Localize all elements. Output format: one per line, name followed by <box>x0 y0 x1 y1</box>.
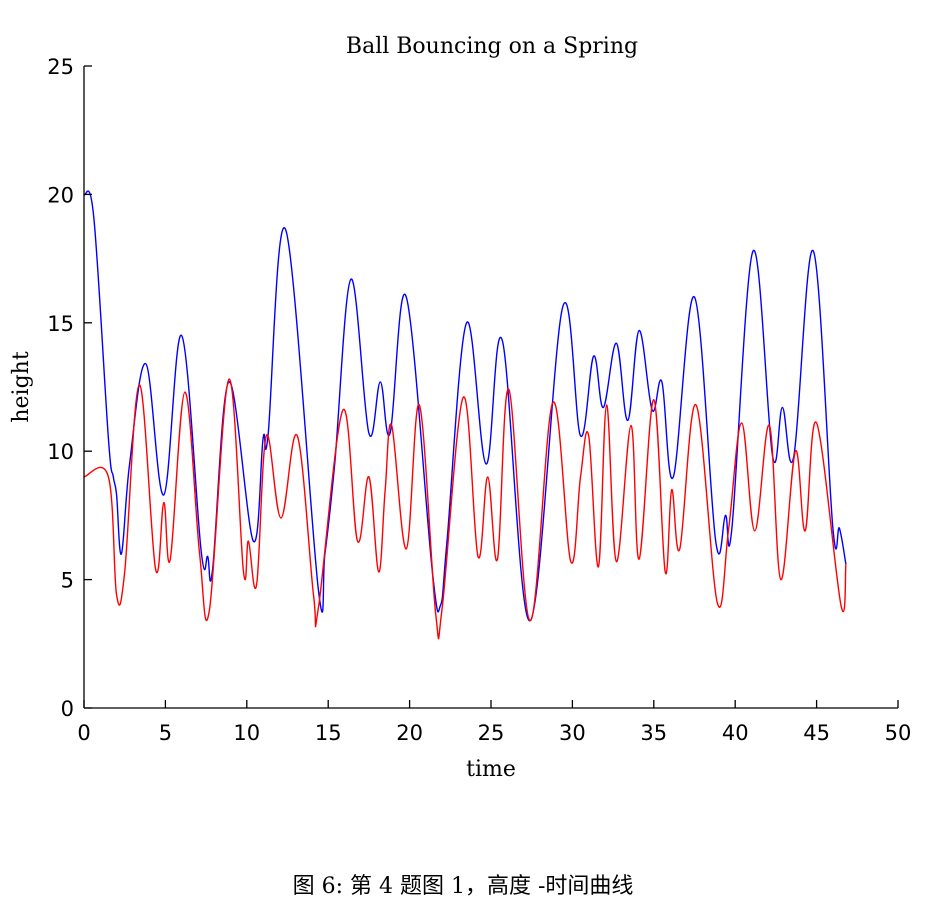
x-tick-label: 45 <box>803 721 830 745</box>
series-line-1 <box>83 190 847 622</box>
x-tick-label: 10 <box>233 721 260 745</box>
x-tick-label: 0 <box>77 721 90 745</box>
y-tick-label: 5 <box>61 569 74 593</box>
y-tick-label: 15 <box>47 312 74 336</box>
y-tick-label: 0 <box>61 697 74 721</box>
y-axis-title: height <box>9 351 34 422</box>
y-tick-label: 25 <box>47 55 74 79</box>
y-tick-label: 10 <box>47 440 74 464</box>
x-tick-label: 15 <box>315 721 342 745</box>
x-tick-label: 25 <box>478 721 505 745</box>
chart-title: Ball Bouncing on a Spring <box>346 34 638 59</box>
x-tick-label: 50 <box>885 721 912 745</box>
y-axis-ticks: 0 5 10 15 20 25 <box>47 55 92 721</box>
plot-area <box>83 190 847 640</box>
y-tick-label: 20 <box>47 183 74 207</box>
x-tick-label: 5 <box>159 721 172 745</box>
x-axis-title: time <box>466 757 516 782</box>
x-axis-ticks: 0 5 10 15 20 25 30 35 40 45 50 <box>77 700 911 745</box>
x-tick-label: 30 <box>559 721 586 745</box>
x-tick-label: 20 <box>396 721 423 745</box>
x-tick-label: 40 <box>722 721 749 745</box>
figure-caption: 图 6: 第 4 题图 1，高度 -时间曲线 <box>292 874 634 899</box>
x-tick-label: 35 <box>640 721 667 745</box>
series-line-2 <box>83 378 847 640</box>
